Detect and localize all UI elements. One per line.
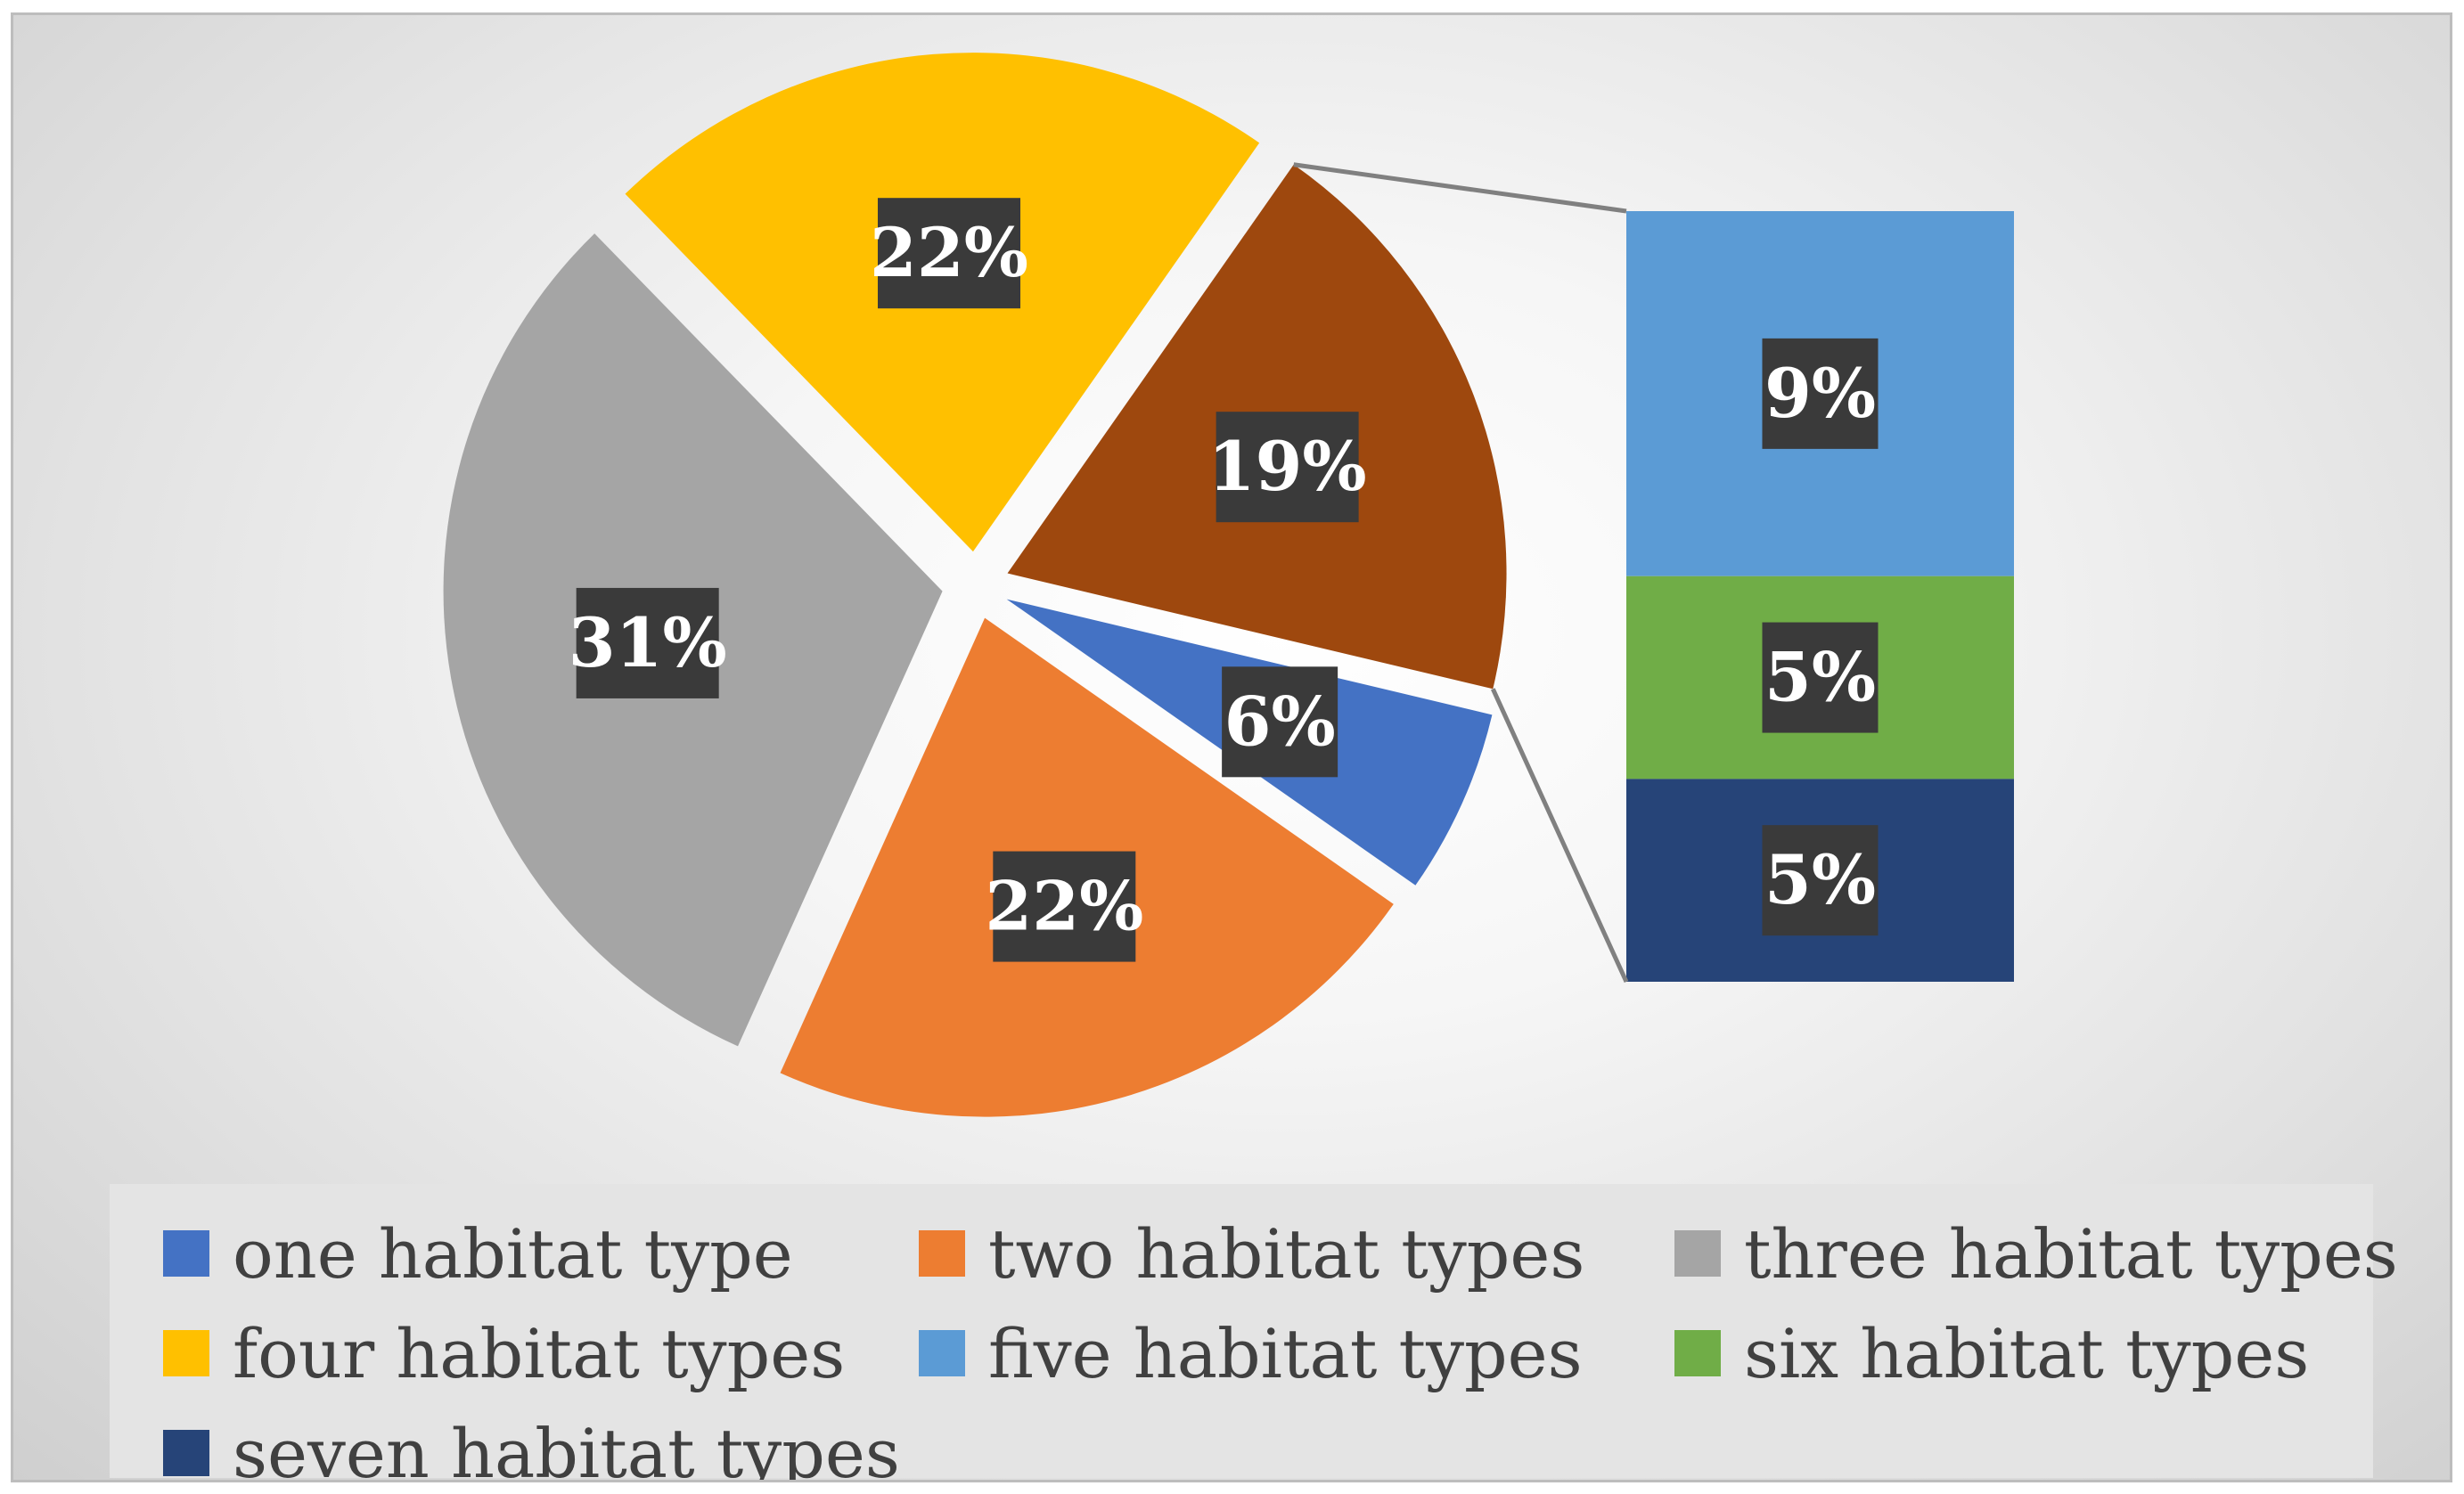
chart-plot: 19% 6% 22% 31% 22% 9% 5% 5% [443,53,2014,1117]
legend-swatch [1674,1230,1721,1277]
legend: one habitat type two habitat types three h… [110,1184,2398,1480]
data-label-text: 5% [1764,840,1876,919]
data-label-text: 22% [985,867,1143,946]
legend-label: four habitat types [233,1313,846,1393]
data-label-box [878,198,1021,309]
data-label-one-habitat-type: 6% [1222,666,1338,778]
data-label-text: 5% [1764,638,1876,717]
legend-swatch [163,1230,209,1277]
legend-label: six habitat types [1744,1313,2310,1393]
connector-lines [1293,162,1629,984]
legend-label: one habitat type [233,1213,793,1294]
data-label-text: 9% [1764,354,1876,433]
data-labels: 19% 6% 22% 31% 22% 9% 5% 5% [569,198,1879,962]
legend-label: three habitat types [1744,1213,2398,1294]
legend-item-five-habitat-types: five habitat types [919,1303,1674,1403]
data-label-two-habitat-types: 22% [985,851,1143,962]
data-label-text: 6% [1224,682,1336,761]
data-label-three-habitat-types: 31% [569,587,727,698]
connector-line-bottom [1491,688,1629,984]
data-label-four-habitat-types: 22% [870,198,1028,309]
data-label-text: 31% [569,603,727,682]
legend-item-seven-habitat-types: seven habitat types [163,1403,919,1482]
legend-item-two-habitat-types: two habitat types [919,1204,1674,1303]
legend-label: seven habitat types [233,1413,900,1482]
legend-swatch [919,1330,965,1376]
data-label-six-habitat-types: 5% [1762,622,1879,733]
legend-swatch [919,1230,965,1277]
data-label-box [1762,825,1879,936]
legend-swatch [163,1430,209,1476]
legend-label: two habitat types [988,1213,1585,1294]
data-label-seven-habitat-types: 5% [1762,825,1879,936]
legend-swatch [163,1330,209,1376]
chart-frame: 19% 6% 22% 31% 22% 9% 5% 5% one habitat type two… [11,12,2452,1482]
data-label-box [1216,412,1359,523]
data-label-other: 19% [1208,412,1367,523]
data-label-box [1762,338,1879,449]
data-label-box [576,587,719,698]
legend-item-six-habitat-types: six habitat types [1674,1303,2430,1403]
legend-item-three-habitat-types: three habitat types [1674,1204,2430,1303]
legend-item-four-habitat-types: four habitat types [163,1303,919,1403]
data-label-box [1222,666,1338,778]
legend-item-one-habitat-type: one habitat type [163,1204,919,1303]
connector-line-top [1293,162,1627,214]
data-label-text: 22% [870,213,1028,292]
data-label-box [1762,622,1879,733]
data-label-five-habitat-types: 9% [1762,338,1879,449]
legend-swatch [1674,1330,1721,1376]
legend-label: five habitat types [988,1313,1583,1393]
data-label-text: 19% [1208,427,1367,506]
data-label-box [993,851,1136,962]
